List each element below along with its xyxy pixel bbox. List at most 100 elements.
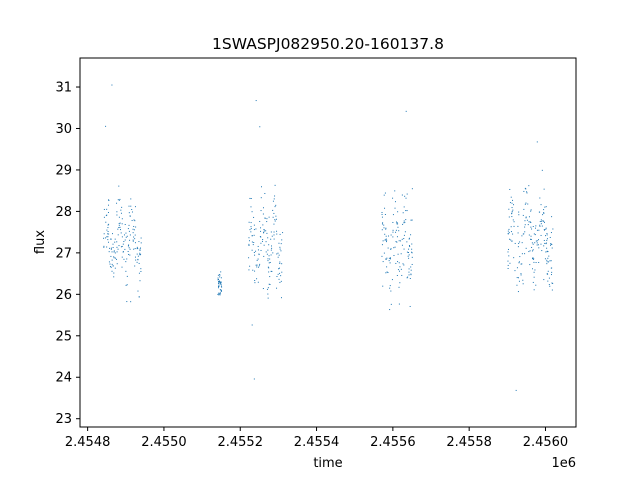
data-point bbox=[551, 282, 553, 284]
data-point bbox=[129, 215, 131, 217]
data-point bbox=[398, 303, 400, 305]
data-point bbox=[411, 219, 413, 221]
data-point bbox=[266, 288, 268, 290]
data-point bbox=[546, 247, 548, 249]
data-point bbox=[411, 248, 413, 250]
data-point bbox=[248, 237, 250, 239]
data-point bbox=[521, 263, 523, 265]
data-point bbox=[545, 227, 547, 229]
data-point bbox=[528, 234, 530, 236]
data-point bbox=[135, 259, 137, 261]
data-point bbox=[251, 211, 253, 213]
data-point bbox=[389, 309, 391, 311]
data-point bbox=[507, 248, 509, 250]
data-point bbox=[220, 290, 222, 292]
data-point bbox=[107, 233, 109, 235]
data-point bbox=[524, 224, 526, 226]
data-point bbox=[525, 247, 527, 249]
data-point bbox=[260, 242, 262, 244]
data-point bbox=[536, 242, 538, 244]
data-point bbox=[517, 291, 519, 293]
data-point bbox=[129, 239, 131, 241]
data-point bbox=[405, 219, 407, 221]
data-point bbox=[131, 211, 133, 213]
data-point bbox=[133, 219, 135, 221]
data-point bbox=[532, 268, 534, 270]
data-point bbox=[273, 212, 275, 214]
data-point bbox=[409, 305, 411, 307]
data-point bbox=[118, 185, 120, 187]
data-point bbox=[532, 257, 534, 259]
data-point bbox=[274, 220, 276, 222]
data-point bbox=[402, 263, 404, 265]
data-point bbox=[507, 251, 509, 253]
data-point bbox=[511, 207, 513, 209]
data-point bbox=[272, 216, 274, 218]
data-point bbox=[218, 282, 220, 284]
data-point bbox=[129, 234, 131, 236]
data-point bbox=[270, 270, 272, 272]
data-point bbox=[259, 236, 261, 238]
data-point bbox=[132, 239, 134, 241]
data-point bbox=[396, 222, 398, 224]
data-point bbox=[259, 263, 261, 265]
data-point bbox=[279, 261, 281, 263]
data-point bbox=[521, 242, 523, 244]
data-point bbox=[140, 247, 142, 249]
data-point bbox=[410, 234, 412, 236]
y-axis: 23 24 25 26 27 28 29 30 31 bbox=[55, 81, 80, 427]
data-point bbox=[134, 248, 136, 250]
data-point bbox=[121, 206, 123, 208]
data-point bbox=[135, 226, 137, 228]
data-point bbox=[273, 223, 275, 225]
x-tick-label: 2.4552 bbox=[217, 435, 263, 450]
data-point bbox=[281, 239, 283, 241]
data-point bbox=[398, 286, 400, 288]
data-point bbox=[103, 216, 105, 218]
data-point bbox=[410, 269, 412, 271]
data-point bbox=[260, 197, 262, 199]
data-point bbox=[524, 231, 526, 233]
data-point bbox=[519, 256, 521, 258]
data-point bbox=[276, 287, 278, 289]
data-point bbox=[104, 237, 106, 239]
data-point bbox=[271, 247, 273, 249]
data-point bbox=[546, 239, 548, 241]
data-point bbox=[546, 251, 548, 253]
data-point bbox=[385, 228, 387, 230]
data-point bbox=[258, 254, 260, 256]
data-point bbox=[138, 296, 140, 298]
data-point bbox=[405, 197, 407, 199]
data-point bbox=[530, 210, 532, 212]
data-point bbox=[389, 258, 391, 260]
data-point bbox=[522, 233, 524, 235]
data-point bbox=[536, 229, 538, 231]
data-point bbox=[541, 250, 543, 252]
data-point bbox=[395, 231, 397, 233]
data-point bbox=[507, 268, 509, 269]
data-point bbox=[264, 230, 266, 232]
data-point bbox=[545, 206, 547, 208]
data-point bbox=[516, 267, 518, 269]
data-point bbox=[219, 293, 221, 295]
data-point bbox=[258, 265, 260, 267]
data-point bbox=[520, 263, 522, 265]
data-point bbox=[407, 255, 409, 257]
data-point bbox=[270, 249, 272, 251]
data-point bbox=[219, 276, 221, 278]
data-point bbox=[401, 238, 403, 240]
data-point bbox=[271, 245, 273, 247]
data-point bbox=[280, 297, 282, 299]
data-point bbox=[125, 261, 127, 263]
data-point bbox=[264, 193, 266, 195]
data-point bbox=[124, 248, 126, 250]
data-point bbox=[133, 236, 135, 238]
data-point bbox=[118, 199, 120, 201]
data-point bbox=[106, 208, 108, 210]
data-point bbox=[408, 271, 410, 273]
data-point bbox=[406, 277, 408, 279]
data-point bbox=[384, 192, 386, 194]
data-point bbox=[408, 252, 409, 254]
data-point bbox=[548, 277, 550, 279]
data-point bbox=[381, 255, 383, 257]
